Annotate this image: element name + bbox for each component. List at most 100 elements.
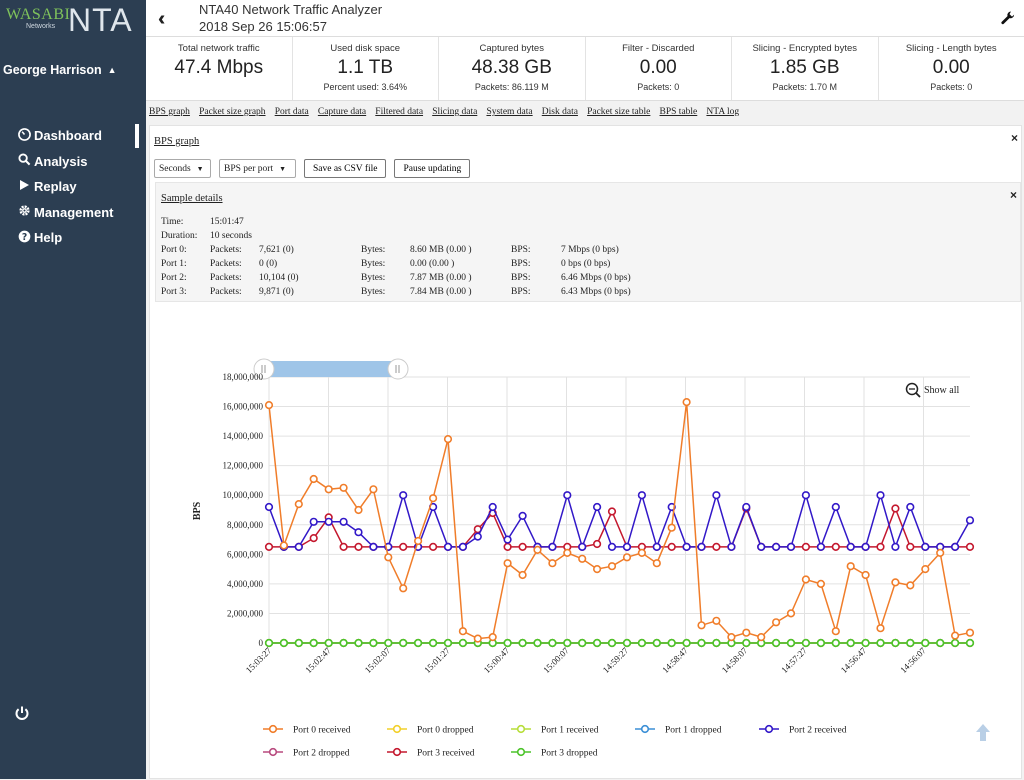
data-point[interactable]: [370, 544, 377, 551]
data-point[interactable]: [624, 640, 631, 647]
data-point[interactable]: [430, 640, 437, 647]
nav-item-replay[interactable]: Replay: [0, 174, 146, 200]
data-point[interactable]: [579, 556, 586, 563]
nav-item-dashboard[interactable]: Dashboard: [0, 123, 146, 149]
data-point[interactable]: [833, 640, 840, 647]
data-point[interactable]: [818, 640, 825, 647]
data-point[interactable]: [400, 492, 407, 499]
data-point[interactable]: [728, 544, 735, 551]
data-point[interactable]: [430, 495, 437, 502]
data-point[interactable]: [833, 544, 840, 551]
data-point[interactable]: [698, 622, 705, 629]
data-point[interactable]: [385, 554, 392, 561]
power-icon[interactable]: [14, 705, 32, 723]
data-point[interactable]: [698, 544, 705, 551]
data-point[interactable]: [877, 492, 884, 499]
tab-bps-graph[interactable]: BPS graph: [149, 107, 190, 117]
data-point[interactable]: [803, 492, 810, 499]
data-point[interactable]: [683, 399, 690, 406]
data-point[interactable]: [415, 538, 422, 545]
data-point[interactable]: [847, 544, 854, 551]
nav-item-help[interactable]: ? Help: [0, 225, 146, 251]
data-point[interactable]: [743, 629, 750, 636]
data-point[interactable]: [877, 640, 884, 647]
data-point[interactable]: [907, 640, 914, 647]
legend-item[interactable]: Port 0 dropped: [387, 726, 474, 736]
data-point[interactable]: [549, 640, 556, 647]
data-point[interactable]: [504, 536, 511, 543]
data-point[interactable]: [713, 492, 720, 499]
data-point[interactable]: [489, 634, 496, 641]
data-point[interactable]: [698, 640, 705, 647]
data-point[interactable]: [355, 507, 362, 514]
data-point[interactable]: [758, 634, 765, 641]
data-point[interactable]: [892, 544, 899, 551]
data-point[interactable]: [549, 560, 556, 567]
data-point[interactable]: [907, 582, 914, 589]
tab-nta-log[interactable]: NTA log: [706, 107, 739, 117]
data-point[interactable]: [564, 640, 571, 647]
nav-item-analysis[interactable]: Analysis: [0, 149, 146, 175]
data-point[interactable]: [594, 640, 601, 647]
data-point[interactable]: [937, 550, 944, 557]
data-point[interactable]: [668, 544, 675, 551]
range-navigator-selection[interactable]: [264, 361, 398, 377]
data-point[interactable]: [773, 619, 780, 626]
data-point[interactable]: [460, 640, 467, 647]
data-point[interactable]: [266, 544, 273, 551]
legend-item[interactable]: Port 2 received: [759, 726, 847, 736]
data-point[interactable]: [952, 544, 959, 551]
legend-item[interactable]: Port 3 dropped: [511, 749, 598, 759]
data-point[interactable]: [266, 504, 273, 511]
data-point[interactable]: [892, 505, 899, 512]
legend-item[interactable]: Port 0 received: [263, 726, 351, 736]
data-point[interactable]: [683, 640, 690, 647]
data-point[interactable]: [281, 640, 288, 647]
data-point[interactable]: [355, 529, 362, 536]
data-point[interactable]: [534, 640, 541, 647]
data-point[interactable]: [310, 535, 317, 542]
data-point[interactable]: [519, 544, 526, 551]
data-point[interactable]: [579, 544, 586, 551]
data-point[interactable]: [624, 544, 631, 551]
data-point[interactable]: [504, 640, 511, 647]
data-point[interactable]: [340, 519, 347, 526]
tab-system-data[interactable]: System data: [486, 107, 532, 117]
data-point[interactable]: [862, 544, 869, 551]
data-point[interactable]: [803, 544, 810, 551]
data-point[interactable]: [609, 508, 616, 515]
legend-item[interactable]: Port 1 received: [511, 726, 599, 736]
data-point[interactable]: [862, 640, 869, 647]
data-point[interactable]: [877, 544, 884, 551]
data-point[interactable]: [922, 640, 929, 647]
data-point[interactable]: [609, 544, 616, 551]
data-point[interactable]: [296, 544, 303, 551]
data-point[interactable]: [400, 585, 407, 592]
data-point[interactable]: [564, 492, 571, 499]
data-point[interactable]: [907, 544, 914, 551]
data-point[interactable]: [400, 544, 407, 551]
data-point[interactable]: [355, 640, 362, 647]
data-point[interactable]: [639, 550, 646, 557]
data-point[interactable]: [668, 640, 675, 647]
data-point[interactable]: [639, 640, 646, 647]
data-point[interactable]: [788, 544, 795, 551]
data-point[interactable]: [683, 544, 690, 551]
legend-item[interactable]: Port 2 dropped: [263, 749, 350, 759]
legend-item[interactable]: Port 3 received: [387, 749, 475, 759]
data-point[interactable]: [654, 640, 661, 647]
data-point[interactable]: [833, 628, 840, 635]
data-point[interactable]: [534, 547, 541, 554]
data-point[interactable]: [564, 550, 571, 557]
data-point[interactable]: [519, 572, 526, 579]
data-point[interactable]: [325, 640, 332, 647]
data-point[interactable]: [743, 504, 750, 511]
data-point[interactable]: [296, 501, 303, 508]
data-point[interactable]: [325, 486, 332, 493]
data-point[interactable]: [475, 533, 482, 540]
data-point[interactable]: [922, 566, 929, 573]
data-point[interactable]: [445, 544, 452, 551]
data-point[interactable]: [310, 640, 317, 647]
data-point[interactable]: [609, 640, 616, 647]
data-point[interactable]: [862, 572, 869, 579]
